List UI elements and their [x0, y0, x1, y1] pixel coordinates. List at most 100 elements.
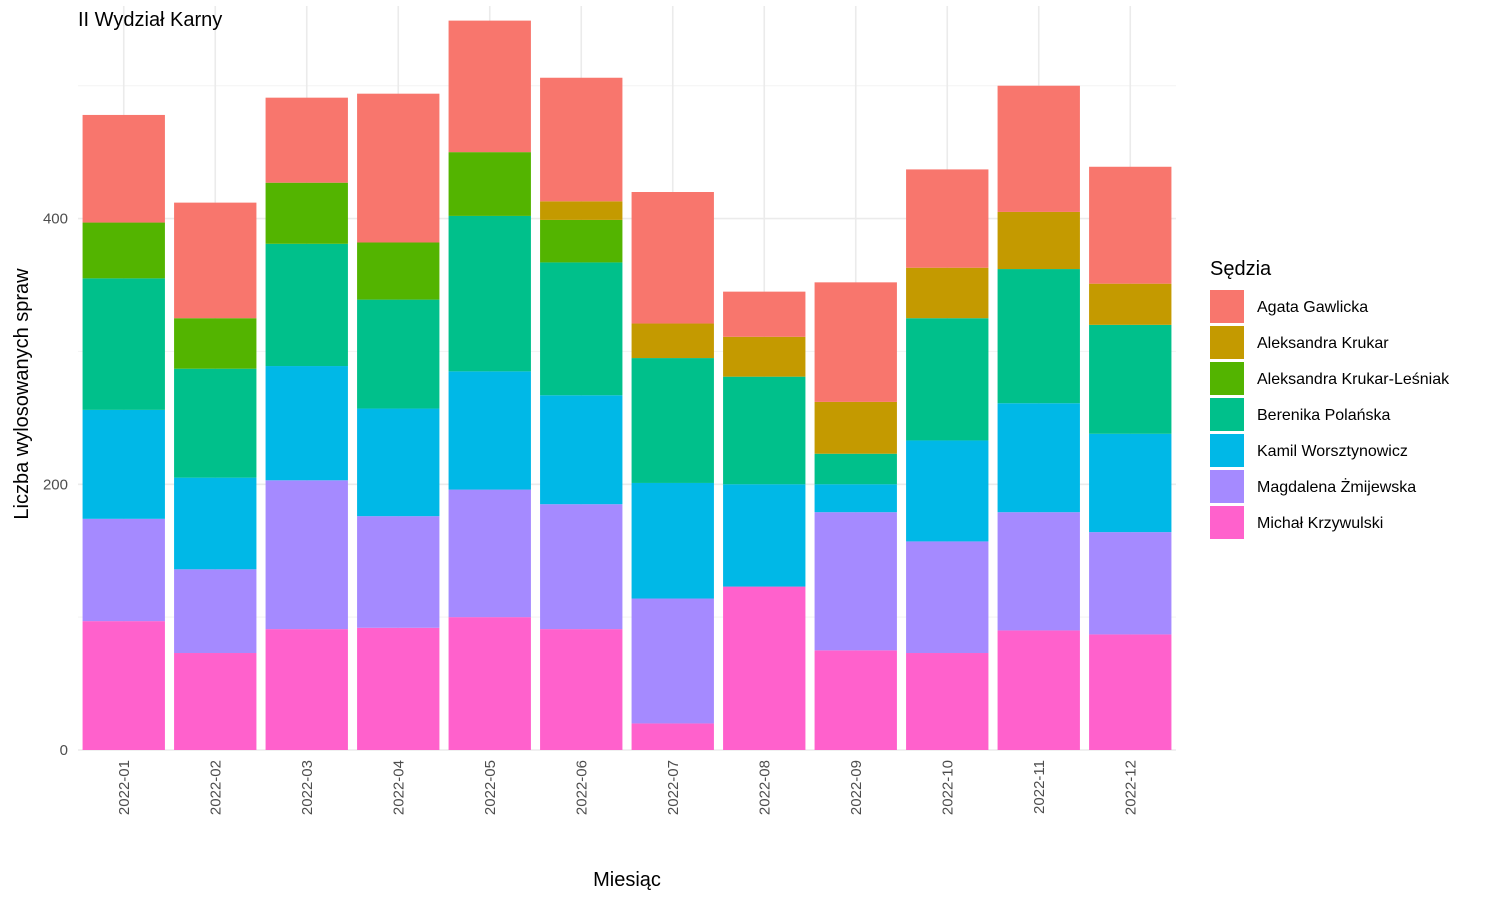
y-tick-label: 400 — [43, 211, 68, 228]
bar-segment — [448, 489, 531, 618]
y-axis-title: Liczba wylosowanych spraw — [11, 268, 33, 520]
bar-segment — [814, 650, 897, 750]
bar-segment — [814, 484, 897, 513]
bar-segment — [448, 215, 531, 372]
bar-segment — [82, 222, 165, 279]
x-tick-label: 2022-11 — [1031, 760, 1048, 814]
bar-segment — [448, 20, 531, 153]
bar-segment — [723, 291, 806, 337]
x-tick-label: 2022-01 — [116, 760, 133, 815]
chart-title: II Wydział Karny — [78, 9, 222, 31]
axes: 0 200 400 2022-01 2022-02 2022-03 2022-04 2022-… — [43, 211, 1139, 815]
x-tick-label: 2022-07 — [665, 760, 682, 815]
bar-segment — [82, 409, 165, 519]
bar-segment — [540, 629, 623, 750]
bar-segment — [1089, 166, 1172, 284]
legend-swatch — [1210, 362, 1244, 395]
bar-segment — [1089, 634, 1172, 750]
bar-segment — [631, 192, 714, 324]
bar-segment — [174, 569, 257, 654]
x-tick-label: 2022-08 — [756, 760, 773, 815]
bar-segment — [265, 629, 348, 750]
bar-segment — [265, 182, 348, 244]
bar-segment — [265, 243, 348, 367]
bar-segment — [631, 598, 714, 724]
x-tick-label: 2022-04 — [390, 760, 407, 815]
legend: Sędzia Agata Gawlicka Aleksandra Krukar Al… — [1210, 258, 1450, 539]
legend-title: Sędzia — [1210, 258, 1272, 280]
bar-segment — [540, 219, 623, 263]
bar-segment — [814, 401, 897, 454]
bar-segment — [997, 85, 1080, 212]
bar-segment — [723, 484, 806, 587]
bar-segment — [540, 504, 623, 630]
bar-segment — [265, 366, 348, 481]
bar-segment — [906, 440, 989, 542]
x-tick-label: 2022-02 — [207, 760, 224, 815]
y-tick-label: 0 — [60, 742, 68, 759]
legend-label: Aleksandra Krukar-Leśniak — [1257, 371, 1450, 388]
bars — [82, 20, 1172, 750]
bar-segment — [1089, 532, 1172, 635]
legend-swatch — [1210, 326, 1244, 359]
bar-segment — [357, 242, 440, 300]
bar-segment — [814, 453, 897, 485]
x-tick-label: 2022-10 — [939, 760, 956, 815]
x-tick-label: 2022-06 — [573, 760, 590, 815]
legend-swatch — [1210, 470, 1244, 503]
legend-label: Aleksandra Krukar — [1257, 335, 1389, 352]
bar-segment — [723, 376, 806, 485]
legend-swatch — [1210, 398, 1244, 431]
bar-segment — [265, 97, 348, 183]
bar-segment — [357, 627, 440, 750]
legend-label: Kamil Worsztynowicz — [1257, 443, 1408, 460]
bar-segment — [1089, 433, 1172, 533]
legend-label: Berenika Polańska — [1257, 407, 1391, 424]
legend-swatch — [1210, 290, 1244, 323]
x-tick-label: 2022-12 — [1122, 760, 1139, 815]
bar-segment — [631, 723, 714, 750]
bar-segment — [174, 202, 257, 319]
bar-segment — [540, 262, 623, 396]
bar-segment — [174, 368, 257, 478]
legend-swatch — [1210, 434, 1244, 467]
bar-segment — [540, 201, 623, 220]
bar-segment — [1089, 283, 1172, 325]
bar-segment — [174, 318, 257, 369]
bar-segment — [1089, 324, 1172, 434]
legend-label: Michał Krzywulski — [1257, 515, 1383, 532]
bar-segment — [814, 282, 897, 402]
bar-segment — [906, 541, 989, 654]
bar-segment — [997, 211, 1080, 270]
bar-segment — [540, 77, 623, 202]
bar-segment — [174, 653, 257, 750]
bar-segment — [723, 336, 806, 377]
bar-segment — [906, 318, 989, 441]
bar-segment — [906, 267, 989, 319]
bar-segment — [631, 323, 714, 359]
bar-segment — [82, 621, 165, 750]
bar-segment — [82, 278, 165, 410]
bar-segment — [997, 403, 1080, 513]
x-axis-title: Miesiąc — [593, 869, 661, 891]
bar-segment — [723, 586, 806, 750]
bar-segment — [357, 299, 440, 409]
bar-segment — [82, 518, 165, 622]
y-tick-label: 200 — [43, 476, 68, 493]
bar-segment — [906, 653, 989, 750]
x-tick-label: 2022-05 — [482, 760, 499, 815]
bar-segment — [174, 477, 257, 570]
bar-segment — [906, 169, 989, 268]
x-tick-label: 2022-03 — [299, 760, 316, 815]
bar-segment — [448, 371, 531, 490]
bar-segment — [814, 512, 897, 651]
x-tick-label: 2022-09 — [848, 760, 865, 815]
bar-segment — [357, 93, 440, 243]
legend-label: Agata Gawlicka — [1257, 299, 1368, 316]
legend-label: Magdalena Żmijewska — [1257, 477, 1416, 496]
bar-segment — [82, 114, 165, 223]
legend-swatch — [1210, 506, 1244, 539]
bar-segment — [997, 630, 1080, 750]
bar-segment — [265, 480, 348, 630]
